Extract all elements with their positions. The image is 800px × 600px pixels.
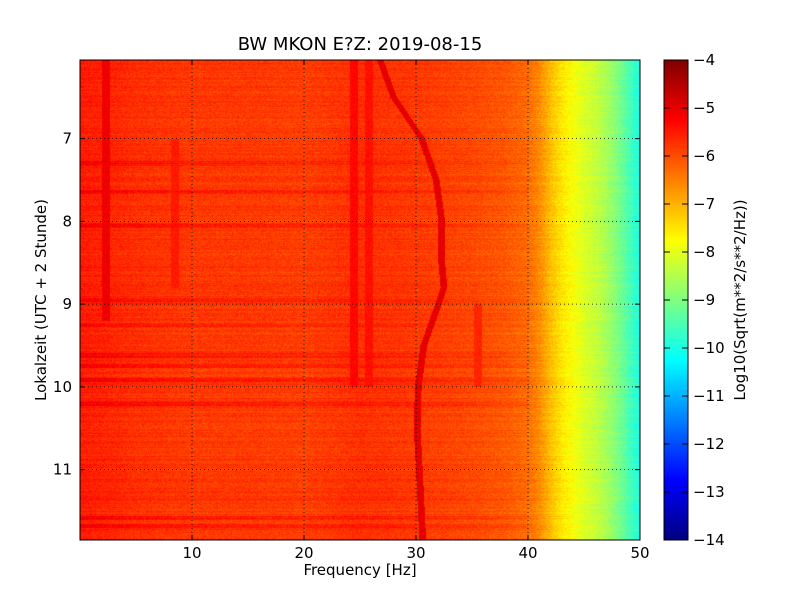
colorbar-tick-label: −8 [693,243,715,261]
colorbar-tick-label: −9 [693,291,715,309]
y-tick-label: 7 [62,130,72,148]
colorbar-tick-label: −5 [693,99,715,117]
y-axis-label: Lokalzeit (UTC + 2 Stunde) [32,199,50,401]
y-tick-label: 9 [62,295,72,313]
colorbar-tick-label: −10 [693,339,725,357]
y-tick-label: 11 [53,461,72,479]
x-tick-label: 10 [182,544,201,562]
x-tick-label: 30 [406,544,425,562]
spectrogram-image-frame [80,60,640,540]
colorbar-tick-label: −12 [693,435,725,453]
colorbar-tick-label: −14 [693,531,725,549]
plot-frame [79,59,641,541]
colorbar: −4 −5 −6 −7 −8 −9 −10 −11 −12 −13 −14 [663,51,725,549]
colorbar-tick-label: −11 [693,387,725,405]
chart-title: BW MKON E?Z: 2019-08-15 [237,34,483,55]
colorbar-tick-label: −13 [693,483,725,501]
y-tick-label: 8 [62,212,72,230]
y-axis: 7 8 9 10 11 [53,130,640,479]
y-tick-label: 10 [53,378,72,396]
colorbar-tick-label: −6 [693,147,715,165]
x-axis: 10 20 30 40 50 [182,60,650,562]
spectrogram-image [80,60,640,540]
colorbar-tick-label: −4 [693,51,715,69]
plot-area [80,60,640,540]
x-tick-label: 20 [294,544,313,562]
x-tick-label: 40 [518,544,537,562]
x-axis-label: Frequency [Hz] [303,561,417,579]
colorbar-tick-label: −7 [693,195,715,213]
x-tick-label: 50 [630,544,649,562]
grid-lines [80,60,640,540]
colorbar-ticks: −4 −5 −6 −7 −8 −9 −10 −11 −12 −13 −14 [664,51,725,549]
colorbar-label: Log10(Sqrt(m**2/s**2/Hz)) [731,199,749,401]
